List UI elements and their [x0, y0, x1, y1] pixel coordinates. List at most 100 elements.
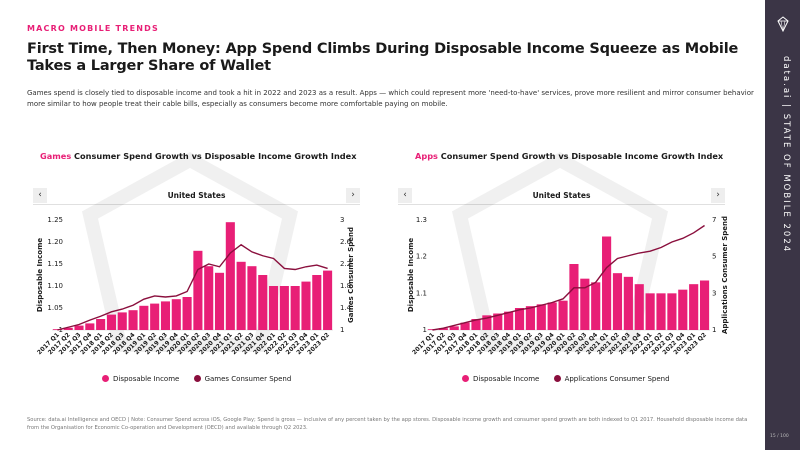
bar	[482, 315, 492, 330]
bar	[96, 319, 106, 330]
bar	[258, 275, 268, 330]
sidebar-label: data.ai | STATE OF MOBILE 2024	[775, 56, 791, 256]
bar	[74, 325, 84, 330]
bar	[117, 312, 127, 330]
y-tick-label: 1.15	[47, 260, 63, 268]
bar	[236, 261, 246, 330]
apps-chart: 1.3 1.2 1.1 1 7 5 3 1 Disposable Income Applicati…	[407, 216, 729, 356]
y2-tick-label: 2.6	[340, 238, 352, 246]
y2-tick-label: 1.4	[340, 304, 352, 312]
legend-label: Games Consumer Spend	[204, 375, 292, 383]
chevron-right-icon[interactable]: ›	[346, 188, 360, 203]
y2-tick-label: 1	[712, 326, 716, 334]
legend-swatch-line	[193, 375, 201, 382]
y-tick-label: 1.2	[416, 253, 427, 261]
games-country-value[interactable]: United States	[167, 191, 226, 200]
y2-axis-title: Applications Consumer Spend	[721, 216, 729, 334]
y2-tick-label: 3	[340, 216, 344, 224]
apps-legend: Disposable Income Applications Consumer …	[462, 375, 682, 383]
apps-country-selector: ‹ United States ›	[398, 187, 725, 205]
y-tick-label: 1.05	[47, 304, 63, 312]
bar	[591, 282, 601, 330]
y-tick-label: 1.20	[47, 238, 63, 246]
section-eyebrow: MACRO MOBILE TRENDS	[27, 24, 159, 33]
bar	[514, 308, 525, 330]
games-chart: 1.251.201.151.101.05132.62.21.81.41Dispo…	[36, 216, 355, 356]
games-chart-title-highlight: Games	[40, 151, 72, 161]
bar	[85, 323, 95, 330]
bar	[667, 293, 677, 330]
chevron-right-icon[interactable]: ›	[711, 188, 725, 203]
y-tick-label: 1.10	[47, 282, 63, 290]
bar	[569, 264, 579, 330]
bar	[290, 286, 300, 330]
y2-tick-label: 2.2	[340, 260, 351, 268]
bar	[623, 276, 633, 330]
y2-tick-label: 3	[712, 289, 716, 297]
y-tick-label: 1.1	[416, 289, 427, 297]
bar	[580, 278, 590, 330]
bar	[312, 275, 322, 330]
y2-axis-title: Games Consumer Spend	[347, 227, 355, 323]
diamond-gem-icon	[777, 16, 789, 32]
bar	[139, 305, 149, 330]
bar	[204, 266, 214, 330]
watermark-games	[81, 152, 299, 352]
sidebar-report: STATE OF MOBILE 2024	[781, 113, 791, 254]
chevron-left-icon[interactable]: ‹	[398, 188, 412, 203]
games-legend: Disposable Income Games Consumer Spend	[102, 375, 303, 383]
bar	[323, 270, 333, 330]
games-chart-title: Games Consumer Spend Growth vs Disposabl…	[40, 151, 356, 161]
apps-country-value[interactable]: United States	[532, 191, 591, 200]
bar	[128, 310, 138, 330]
y-axis-title: Disposable Income	[407, 238, 415, 313]
bar	[225, 222, 235, 330]
legend-item: Disposable Income	[462, 375, 539, 383]
bar	[678, 289, 688, 330]
legend-swatch-bar	[102, 375, 109, 382]
y-tick-label: 1	[423, 326, 427, 334]
bar	[460, 322, 470, 330]
legend-swatch-line	[553, 375, 561, 382]
y2-tick-label: 7	[712, 216, 716, 224]
series-line	[57, 243, 328, 331]
chevron-left-icon[interactable]: ‹	[33, 188, 47, 203]
legend-swatch-bar	[462, 375, 469, 382]
series-line	[432, 224, 705, 331]
bar	[301, 281, 311, 330]
bar	[160, 301, 171, 330]
bar	[63, 327, 73, 330]
bar	[612, 273, 623, 330]
bar	[699, 280, 710, 330]
games-country-selector: ‹ United States ›	[33, 187, 360, 205]
bar	[279, 286, 289, 330]
sidebar-brand: data.ai	[781, 56, 791, 100]
legend-label: Applications Consumer Spend	[564, 375, 670, 383]
bar	[656, 293, 666, 330]
y2-tick-label: 5	[712, 253, 716, 261]
legend-label: Disposable Income	[113, 375, 180, 383]
bar	[525, 306, 535, 330]
legend-item: Disposable Income	[102, 375, 179, 383]
bar	[558, 300, 568, 330]
games-chart-title-rest: Consumer Spend Growth vs Disposable Inco…	[71, 151, 357, 161]
bar	[449, 326, 459, 330]
bar	[171, 299, 181, 330]
bar	[504, 311, 514, 330]
bar	[106, 314, 116, 330]
bar	[193, 250, 203, 330]
bar	[214, 272, 225, 330]
legend-item: Games Consumer Spend	[193, 375, 292, 383]
y-tick-label: 1.25	[47, 216, 63, 224]
footnote: Source: data.ai Intelligence and OECD | …	[27, 417, 748, 431]
y-tick-label: 1.3	[416, 216, 427, 224]
bar	[471, 319, 481, 330]
bar	[247, 266, 257, 330]
bar	[493, 313, 503, 330]
page-subtitle: Games spend is closely tied to disposabl…	[27, 89, 754, 108]
y2-tick-label: 1.8	[340, 282, 351, 290]
page-number: 15 / 100	[770, 434, 789, 439]
sidebar: data.ai | STATE OF MOBILE 2024	[765, 0, 800, 450]
y-axis-title: Disposable Income	[36, 238, 44, 313]
